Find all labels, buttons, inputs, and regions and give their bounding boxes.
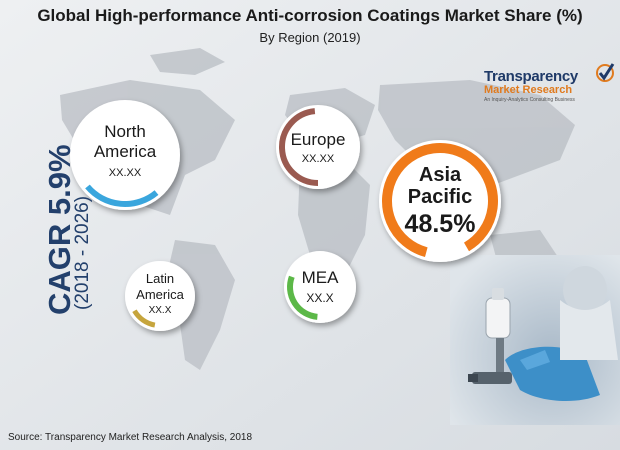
region-value-north-america: XX.XX (108, 167, 142, 180)
region-label2-asia-pacific: Pacific (407, 186, 473, 208)
bubble-europe (276, 105, 360, 189)
region-value-asia-pacific: 48.5% (404, 210, 476, 238)
gloved-hand-icon (505, 346, 600, 402)
bubble-mea (284, 251, 356, 323)
region-bubbles (70, 100, 501, 331)
source-note: Source: Transparency Market Research Ana… (8, 432, 253, 443)
logo-line-3: An Inquiry-Analytics Consulting Business (484, 97, 575, 103)
region-label-north-america: North (104, 121, 146, 141)
logo-check-icon (596, 63, 615, 82)
logo-line-2: Market Research (484, 84, 573, 96)
region-label-asia-pacific: Asia (418, 164, 462, 186)
share-arc-asia-pacific (382, 143, 498, 258)
bubble-asia-pacific (379, 140, 501, 262)
region-label2-latin-america: America (136, 287, 184, 303)
spray-gun-icon (468, 288, 512, 384)
bubble-latin-america (125, 261, 195, 331)
chart-title: Global High-performance Anti-corrosion C… (37, 6, 583, 25)
region-label-latin-america: Latin (145, 271, 175, 287)
region-value-europe: XX.XX (301, 153, 335, 166)
share-arc-mea (287, 275, 318, 320)
region-label-europe: Europe (290, 129, 346, 149)
cagr-period: (2018 - 2026) (72, 195, 93, 310)
share-arc-europe (279, 108, 319, 186)
logo-line-1: Transparency (484, 68, 578, 85)
region-value-latin-america: XX.X (148, 305, 172, 316)
region-label2-north-america: America (93, 141, 157, 161)
bubble-north-america (70, 100, 180, 210)
share-arc-latin-america (132, 309, 156, 328)
region-label-mea: MEA (301, 267, 339, 287)
share-arc-north-america (85, 184, 159, 207)
region-value-mea: XX.X (306, 290, 334, 305)
tmr-logo: Transparency Market Research An Inquiry-… (484, 68, 614, 103)
chart-subtitle: By Region (2019) (259, 30, 361, 45)
lab-person-icon (560, 266, 618, 360)
